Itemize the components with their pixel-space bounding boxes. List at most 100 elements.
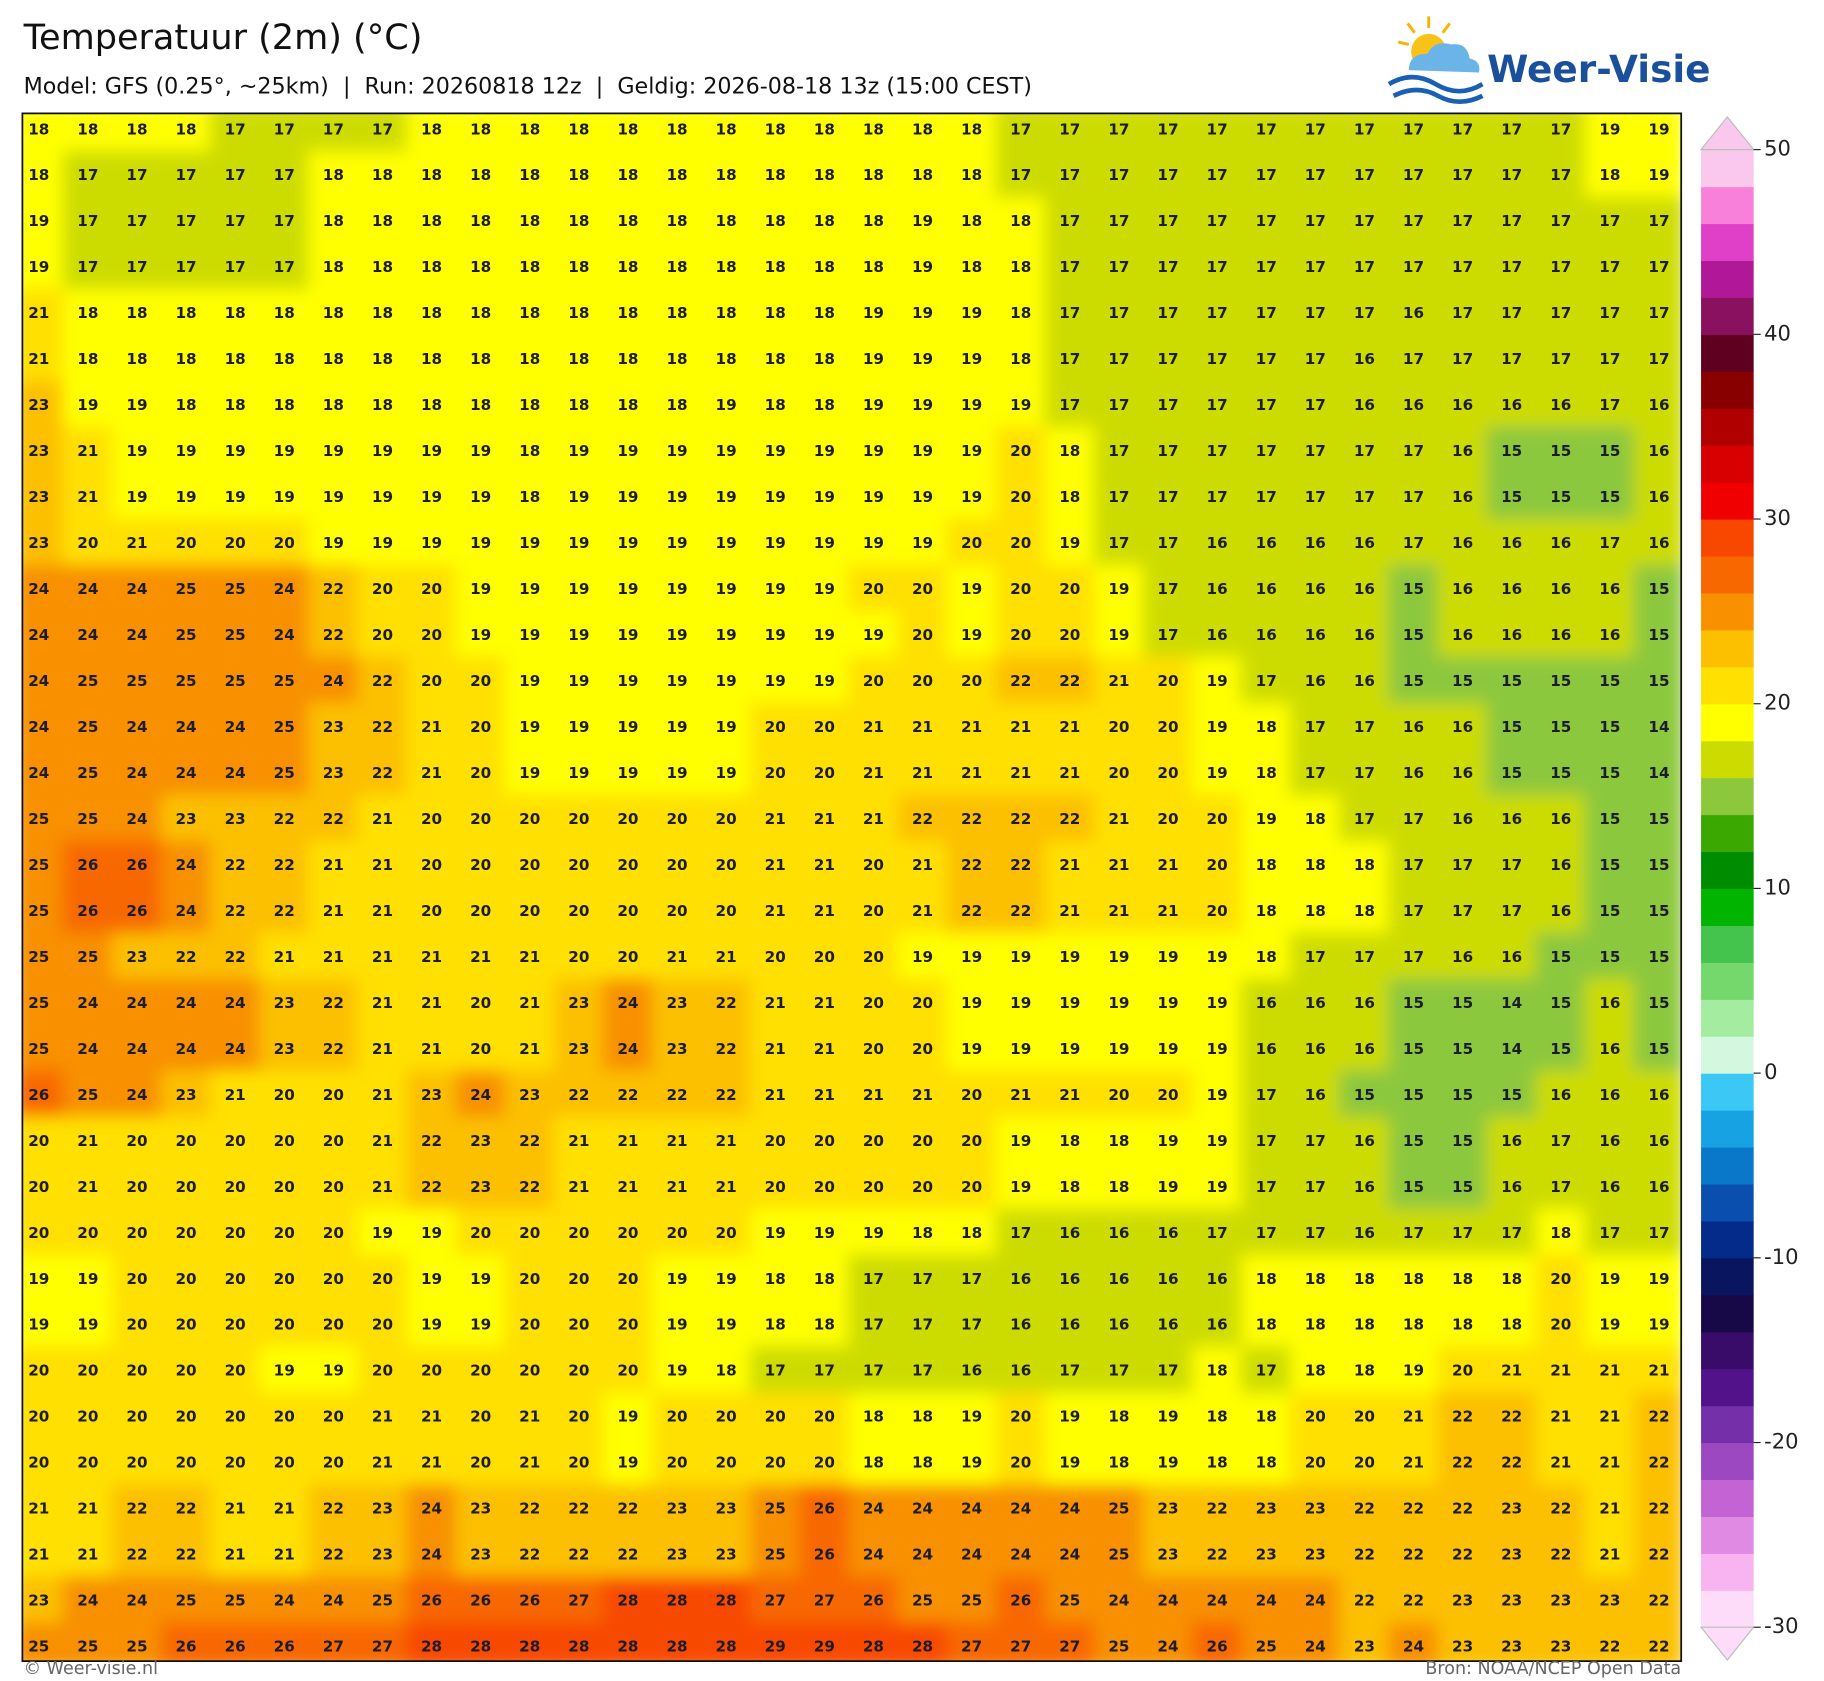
temperature-value: 23	[568, 994, 589, 1012]
field-cell	[700, 472, 752, 521]
temperature-value: 21	[421, 948, 442, 966]
field-cell	[799, 1024, 850, 1072]
field-cell	[62, 886, 113, 934]
temperature-value: 24	[1157, 1592, 1178, 1610]
temperature-value: 25	[175, 580, 196, 598]
temperature-value: 18	[617, 166, 638, 184]
field-cell	[995, 564, 1046, 612]
temperature-value: 17	[225, 120, 246, 138]
field-cell	[1241, 150, 1292, 199]
field-cell	[1241, 564, 1292, 612]
field-cell	[553, 794, 604, 842]
field-cell	[308, 288, 359, 337]
field-cell	[995, 1162, 1046, 1210]
field-cell	[1486, 1392, 1537, 1440]
temperature-value: 19	[1010, 948, 1031, 966]
colorbar-box	[1701, 334, 1754, 372]
field-cell	[1142, 1530, 1194, 1578]
field-cell	[750, 656, 801, 704]
temperature-value: 18	[568, 212, 589, 230]
field-cell	[651, 702, 703, 750]
field-cell	[111, 1622, 163, 1662]
temperature-value: 17	[1305, 396, 1326, 414]
temperature-value: 20	[961, 1132, 982, 1150]
field-cell	[455, 794, 506, 842]
temperature-value: 17	[1207, 166, 1228, 184]
temperature-value: 27	[323, 1638, 344, 1656]
temperature-value: 22	[1354, 1500, 1375, 1518]
temperature-value: 22	[323, 810, 344, 828]
field-cell	[1339, 610, 1390, 658]
temperature-value: 17	[175, 258, 196, 276]
field-cell	[1633, 196, 1682, 245]
temperature-value: 20	[126, 1132, 147, 1150]
temperature-value: 15	[1403, 1086, 1424, 1104]
field-cell	[1142, 610, 1194, 658]
field-cell	[799, 150, 850, 199]
temperature-value: 20	[1010, 488, 1031, 506]
temperature-value: 18	[470, 120, 491, 138]
temperature-value: 17	[1354, 166, 1375, 184]
field-cell	[1633, 1162, 1682, 1210]
temperature-value: 17	[1403, 488, 1424, 506]
temperature-value: 20	[1157, 764, 1178, 782]
field-cell	[111, 1254, 163, 1302]
temperature-value: 21	[961, 764, 982, 782]
field-cell	[160, 1162, 212, 1210]
temperature-value: 20	[814, 1454, 835, 1472]
temperature-value: 26	[814, 1500, 835, 1518]
field-cell	[1044, 1254, 1095, 1302]
field-cell	[651, 1300, 703, 1348]
temperature-value: 17	[126, 166, 147, 184]
temperature-value: 19	[274, 442, 295, 460]
temperature-value: 21	[1550, 1454, 1571, 1472]
temperature-value: 21	[912, 764, 933, 782]
temperature-value: 20	[225, 1178, 246, 1196]
temperature-value: 18	[568, 120, 589, 138]
temperature-value: 17	[1403, 902, 1424, 920]
temperature-value: 16	[1648, 1086, 1669, 1104]
field-cell	[22, 1024, 64, 1072]
field-cell	[259, 1438, 310, 1486]
field-cell	[1044, 1162, 1095, 1210]
field-cell	[1535, 150, 1586, 199]
temperature-value: 20	[617, 856, 638, 874]
field-cell	[308, 1576, 359, 1624]
field-cell	[848, 656, 899, 704]
field-cell	[799, 1622, 850, 1662]
field-cell	[1339, 1346, 1390, 1394]
temperature-value: 17	[863, 1270, 884, 1288]
field-cell	[848, 610, 899, 658]
field-cell	[995, 288, 1046, 337]
temperature-value: 21	[814, 856, 835, 874]
field-cell	[897, 702, 948, 750]
field-cell	[1535, 1346, 1586, 1394]
field-cell	[1584, 1530, 1636, 1578]
temperature-value: 16	[1403, 718, 1424, 736]
field-cell	[308, 518, 359, 566]
field-cell	[799, 886, 850, 934]
temperature-value: 20	[421, 1362, 442, 1380]
field-cell	[357, 932, 408, 980]
temperature-value: 24	[126, 626, 147, 644]
field-cell	[62, 656, 113, 704]
temperature-value: 18	[765, 212, 786, 230]
field-cell	[1142, 1392, 1194, 1440]
temperature-value: 25	[225, 580, 246, 598]
field-cell	[357, 1576, 408, 1624]
temperature-value: 18	[1256, 1316, 1277, 1334]
field-cell	[1584, 242, 1636, 291]
colorbar-box	[1701, 888, 1754, 926]
field-cell	[1388, 1622, 1439, 1662]
temperature-value: 20	[765, 1178, 786, 1196]
field-cell	[504, 1622, 555, 1662]
colorbar-box	[1701, 482, 1754, 520]
temperature-value: 17	[1354, 304, 1375, 322]
temperature-value: 16	[1256, 534, 1277, 552]
temperature-value: 19	[961, 580, 982, 598]
temperature-value: 22	[617, 1546, 638, 1564]
temperature-value: 19	[274, 1362, 295, 1380]
field-cell	[1486, 794, 1537, 842]
temperature-value: 19	[519, 626, 540, 644]
field-cell	[897, 656, 948, 704]
